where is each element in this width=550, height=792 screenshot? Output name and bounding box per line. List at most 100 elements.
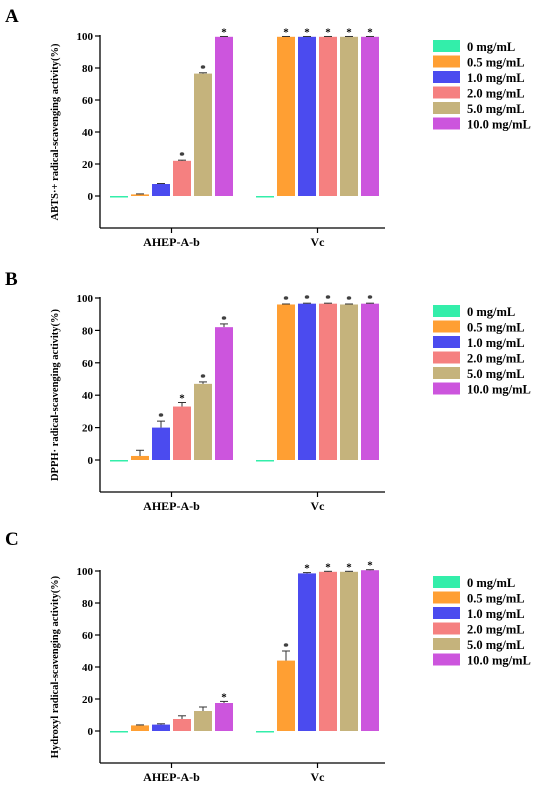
legend-label: 5.0 mg/mL [467,367,525,381]
legend-swatch [433,367,460,379]
significance-star: * [346,561,352,573]
legend-swatch [433,653,460,666]
bar [152,724,170,731]
chart-panel-a: A 0 20 40 60 80 100 ABTS·+ radical-scavenging a… [5,6,531,249]
legend-swatch [433,55,460,68]
bar [215,703,233,731]
legend-label: 0 mg/mL [467,40,515,54]
bar [298,303,316,460]
bar [194,711,212,731]
bar [361,570,379,731]
significance-star: * [367,293,373,305]
legend-label: 2.0 mg/mL [467,87,525,101]
legend-label: 0.5 mg/mL [467,592,525,606]
legend-swatch [433,71,460,83]
significance-star: * [283,641,289,653]
y-tick-label: 80 [82,63,94,75]
bar [319,303,337,460]
legend-swatch [433,607,460,619]
bar [152,184,170,196]
y-tick-label: 40 [82,390,94,402]
y-tick-label: 20 [82,694,94,706]
bar [277,36,295,196]
legend-label: 5.0 mg/mL [467,102,525,116]
x-tick-label: AHEP-A-b [143,235,200,249]
legend-label: 10.0 mg/mL [467,118,531,132]
legend-label: 10.0 mg/mL [467,654,531,668]
significance-star: * [221,314,227,326]
y-tick-label: 60 [82,358,94,370]
significance-star: * [346,26,352,38]
y-tick-label: 80 [82,325,94,337]
bar [361,36,379,196]
bar [340,304,358,460]
legend-swatch [433,622,460,635]
y-tick-label: 0 [88,455,94,467]
bar [256,731,274,733]
bar [173,160,191,196]
chart-panel-c: C 0 20 40 60 80 100 Hydroxyl radical-scavenging… [5,529,531,784]
x-tick-label: Vc [311,235,326,249]
bar [110,460,128,462]
legend-label: 0 mg/mL [467,576,515,590]
significance-star: * [325,561,331,573]
y-axis-title: DPPH· radical-scavenging activity(%) [50,308,61,481]
y-tick-label: 80 [82,598,94,610]
y-axis-title: Hydroxyl radical-scavenging activity(%) [50,575,61,758]
legend-swatch [433,320,460,333]
legend-swatch [433,117,460,130]
y-tick-label: 100 [77,31,94,43]
legend-swatch [433,382,460,395]
legend-label: 1.0 mg/mL [467,71,525,85]
y-tick-label: 20 [82,159,94,171]
legend-label: 1.0 mg/mL [467,336,525,350]
bar [277,304,295,460]
bar [319,571,337,731]
legend-label: 2.0 mg/mL [467,623,525,637]
y-tick-label: 40 [82,662,94,674]
legend-swatch [433,351,460,364]
x-tick-label: AHEP-A-b [143,770,200,784]
bar [110,196,128,198]
y-tick-label: 0 [88,191,94,203]
x-tick-label: AHEP-A-b [143,499,200,513]
bar [131,455,149,460]
significance-star: * [304,293,310,305]
significance-star: * [367,560,373,572]
bar [256,460,274,462]
y-tick-label: 60 [82,95,94,107]
legend-swatch [433,40,460,52]
significance-star: * [179,392,185,404]
legend-label: 0.5 mg/mL [467,56,525,70]
legend-label: 1.0 mg/mL [467,607,525,621]
legend-label: 5.0 mg/mL [467,638,525,652]
bar [340,571,358,731]
legend-label: 10.0 mg/mL [467,383,531,397]
panel-label: A [5,6,19,27]
significance-star: * [367,26,373,38]
bar [152,427,170,460]
significance-star: * [346,294,352,306]
bar [215,36,233,196]
significance-star: * [283,294,289,306]
legend-swatch [433,86,460,99]
bar [131,194,149,196]
significance-star: * [200,372,206,384]
x-tick-label: Vc [311,499,326,513]
significance-star: * [179,150,185,162]
legend-swatch [433,336,460,348]
y-tick-label: 100 [77,566,94,578]
legend-label: 0 mg/mL [467,305,515,319]
significance-star: * [221,691,227,703]
bar [340,36,358,196]
bar [194,383,212,460]
bar [298,573,316,731]
legend-swatch [433,102,460,114]
x-tick-label: Vc [311,770,326,784]
bar [277,660,295,731]
y-tick-label: 60 [82,630,94,642]
significance-star: * [325,26,331,38]
y-tick-label: 20 [82,423,94,435]
bar [361,303,379,460]
